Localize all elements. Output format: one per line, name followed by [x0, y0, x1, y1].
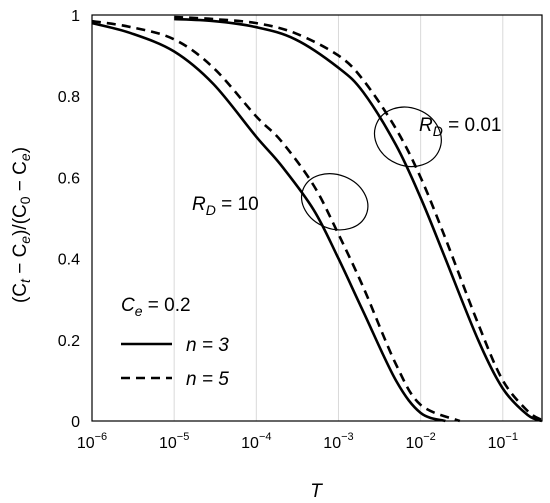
plot-frame [91, 14, 543, 422]
y-tick-label-2: 0.4 [58, 252, 80, 269]
x-tick-label-3: 10−3 [323, 431, 353, 452]
y-tick-label-1: 0.2 [58, 333, 80, 350]
series-line-3 [174, 15, 543, 422]
vertical-gridlines [173, 15, 504, 421]
y-tick-label-3: 0.6 [58, 170, 80, 187]
legend: Ce = 0.2 n = 3 n = 5 [121, 295, 229, 390]
ellipse-rd-0.01 [373, 106, 442, 168]
series-layer [91, 15, 543, 423]
y-axis-title: (Ct − Ce)/(C0 − Ce) [10, 147, 33, 303]
x-axis-title: T [310, 481, 323, 502]
annotation-rd-10: RD = 10 [192, 194, 259, 218]
y-tick-label-0: 0 [71, 414, 80, 431]
series-line-1 [91, 19, 461, 423]
ellipse-rd-10 [301, 173, 369, 231]
x-tick-label-4: 10−2 [405, 431, 435, 452]
x-tick-label-5: 10−1 [488, 431, 518, 452]
legend-label-n5: n = 5 [186, 369, 229, 390]
series-line-0 [91, 21, 446, 423]
tick-labels: 0 0.2 0.4 0.6 0.8 1 10−6 10−5 10−4 10−3 10−2 10−1 [58, 8, 518, 452]
y-tick-label-4: 0.8 [58, 89, 80, 106]
legend-label-n3: n = 3 [186, 335, 229, 356]
y-tick-label-5: 1 [71, 8, 80, 25]
annotation-ellipses [301, 106, 442, 231]
plot-border [91, 14, 543, 422]
series-line-2 [174, 17, 543, 423]
legend-header: Ce = 0.2 [121, 295, 191, 319]
x-tick-label-1: 10−5 [159, 431, 189, 452]
x-tick-label-0: 10−6 [77, 431, 107, 452]
x-tick-label-2: 10−4 [241, 431, 271, 452]
annotation-rd-0.01: RD = 0.01 [419, 115, 502, 139]
